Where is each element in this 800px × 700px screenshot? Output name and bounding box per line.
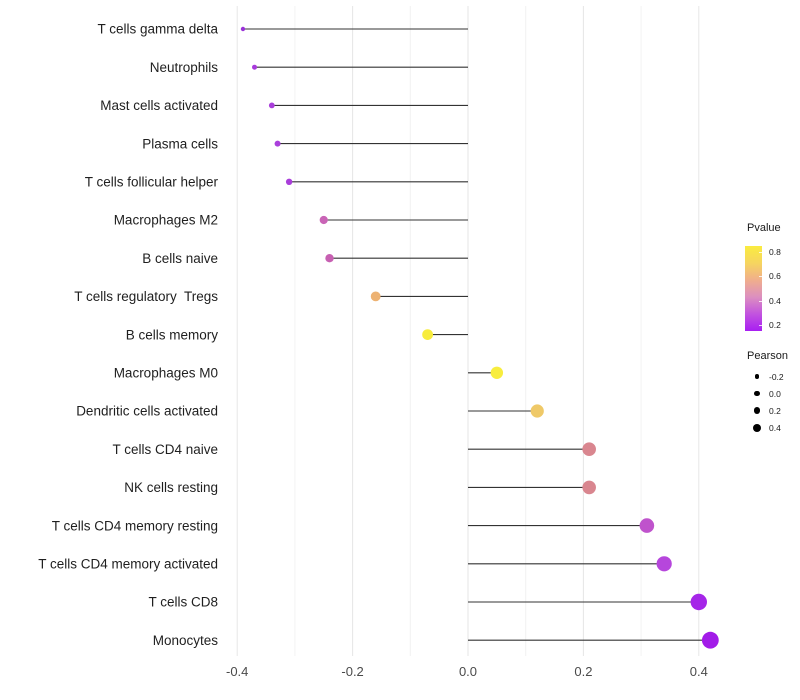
y-axis-label: Macrophages M2 xyxy=(114,213,218,228)
lollipop-dot xyxy=(268,102,275,109)
pearson-dot-cell xyxy=(745,407,765,414)
y-axis-label: NK cells resting xyxy=(124,480,218,495)
pvalue-tick-label: 0.8 xyxy=(769,247,781,257)
x-axis-tick-label: 0.0 xyxy=(459,664,477,679)
lollipop-dot xyxy=(422,329,434,340)
y-axis-label: T cells regulatory Tregs xyxy=(74,289,218,304)
y-axis-label: Macrophages M0 xyxy=(114,366,218,381)
lollipop-dot xyxy=(285,178,293,185)
pearson-legend-entry: 0.2 xyxy=(745,402,800,419)
pearson-size-dot-icon xyxy=(753,407,761,414)
y-axis-label: Plasma cells xyxy=(142,136,218,151)
pvalue-tick-label: 0.6 xyxy=(769,271,781,281)
lollipop-dot xyxy=(701,631,719,649)
y-axis-label: Dendritic cells activated xyxy=(76,404,218,419)
lollipop-dot xyxy=(252,64,258,70)
y-axis-label: Mast cells activated xyxy=(100,98,218,113)
pvalue-gradient-bar: 0.8 0.6 0.4 0.2 xyxy=(745,246,781,331)
pvalue-legend: Pvalue 0.8 0.6 0.4 0.2 xyxy=(745,222,781,331)
y-axis-label: B cells memory xyxy=(126,327,219,342)
lollipop-dot xyxy=(690,593,707,611)
pearson-entry-label: -0.2 xyxy=(769,371,784,382)
pearson-legend-entry: 0.0 xyxy=(745,385,800,402)
lollipop-dot xyxy=(274,140,281,147)
lollipop-dot xyxy=(319,215,328,225)
pearson-size-dot-icon xyxy=(754,374,760,379)
pvalue-tick-mark xyxy=(759,301,762,302)
pearson-size-dot-icon xyxy=(753,423,761,432)
lollipop-dot xyxy=(582,442,596,457)
y-axis-label: T cells follicular helper xyxy=(85,175,219,190)
lollipop-dot xyxy=(582,480,596,495)
y-axis-label: T cells CD8 xyxy=(148,595,218,610)
x-axis-tick-label: 0.4 xyxy=(690,664,708,679)
pearson-legend-entry: -0.2 xyxy=(745,368,800,385)
chart-panel: T cells gamma delta Neutrophils Mast cells… xyxy=(38,6,719,679)
lollipop-dot xyxy=(530,404,544,418)
lollipop-dot xyxy=(656,556,672,572)
lollipop-dot xyxy=(240,26,246,32)
pearson-legend-entries: -0.2 0.0 0.2 0.4 xyxy=(745,368,800,436)
pvalue-tick-mark xyxy=(759,252,762,253)
x-axis-tick-label: -0.4 xyxy=(226,664,248,679)
pearson-entry-label: 0.2 xyxy=(769,405,781,416)
pvalue-tick-label: 0.4 xyxy=(769,296,781,306)
pvalue-tick-label: 0.2 xyxy=(769,320,781,330)
y-axis-label: T cells CD4 naive xyxy=(112,442,218,457)
pvalue-tick-mark xyxy=(759,276,762,277)
y-axis-label: Neutrophils xyxy=(150,60,219,75)
lollipop-dot xyxy=(370,291,381,302)
lollipop-dot xyxy=(639,518,655,533)
pearson-legend-title: Pearson xyxy=(747,350,788,362)
pearson-entry-label: 0.0 xyxy=(769,388,781,399)
pearson-entry-label: 0.4 xyxy=(769,422,781,433)
pearson-size-dot-icon xyxy=(754,390,760,397)
y-axis-label: B cells naive xyxy=(142,251,218,266)
y-axis-label: Monocytes xyxy=(153,633,219,648)
pvalue-legend-title: Pvalue xyxy=(747,222,781,234)
x-axis-tick-label: -0.2 xyxy=(341,664,363,679)
x-axis-tick-label: 0.2 xyxy=(574,664,592,679)
lollipop-dot xyxy=(490,366,504,379)
pearson-legend: Pearson -0.2 0.0 0.2 0.4 xyxy=(745,350,800,436)
lollipop-dot xyxy=(325,254,334,263)
pearson-dot-cell xyxy=(745,374,765,379)
y-axis-label: T cells gamma delta xyxy=(97,22,218,37)
pvalue-tick-mark xyxy=(759,325,762,326)
y-axis-label: T cells CD4 memory resting xyxy=(52,518,218,533)
pearson-dot-cell xyxy=(745,390,765,397)
y-axis-label: T cells CD4 memory activated xyxy=(38,557,218,572)
pearson-dot-cell xyxy=(745,423,765,432)
pearson-legend-entry: 0.4 xyxy=(745,419,800,436)
